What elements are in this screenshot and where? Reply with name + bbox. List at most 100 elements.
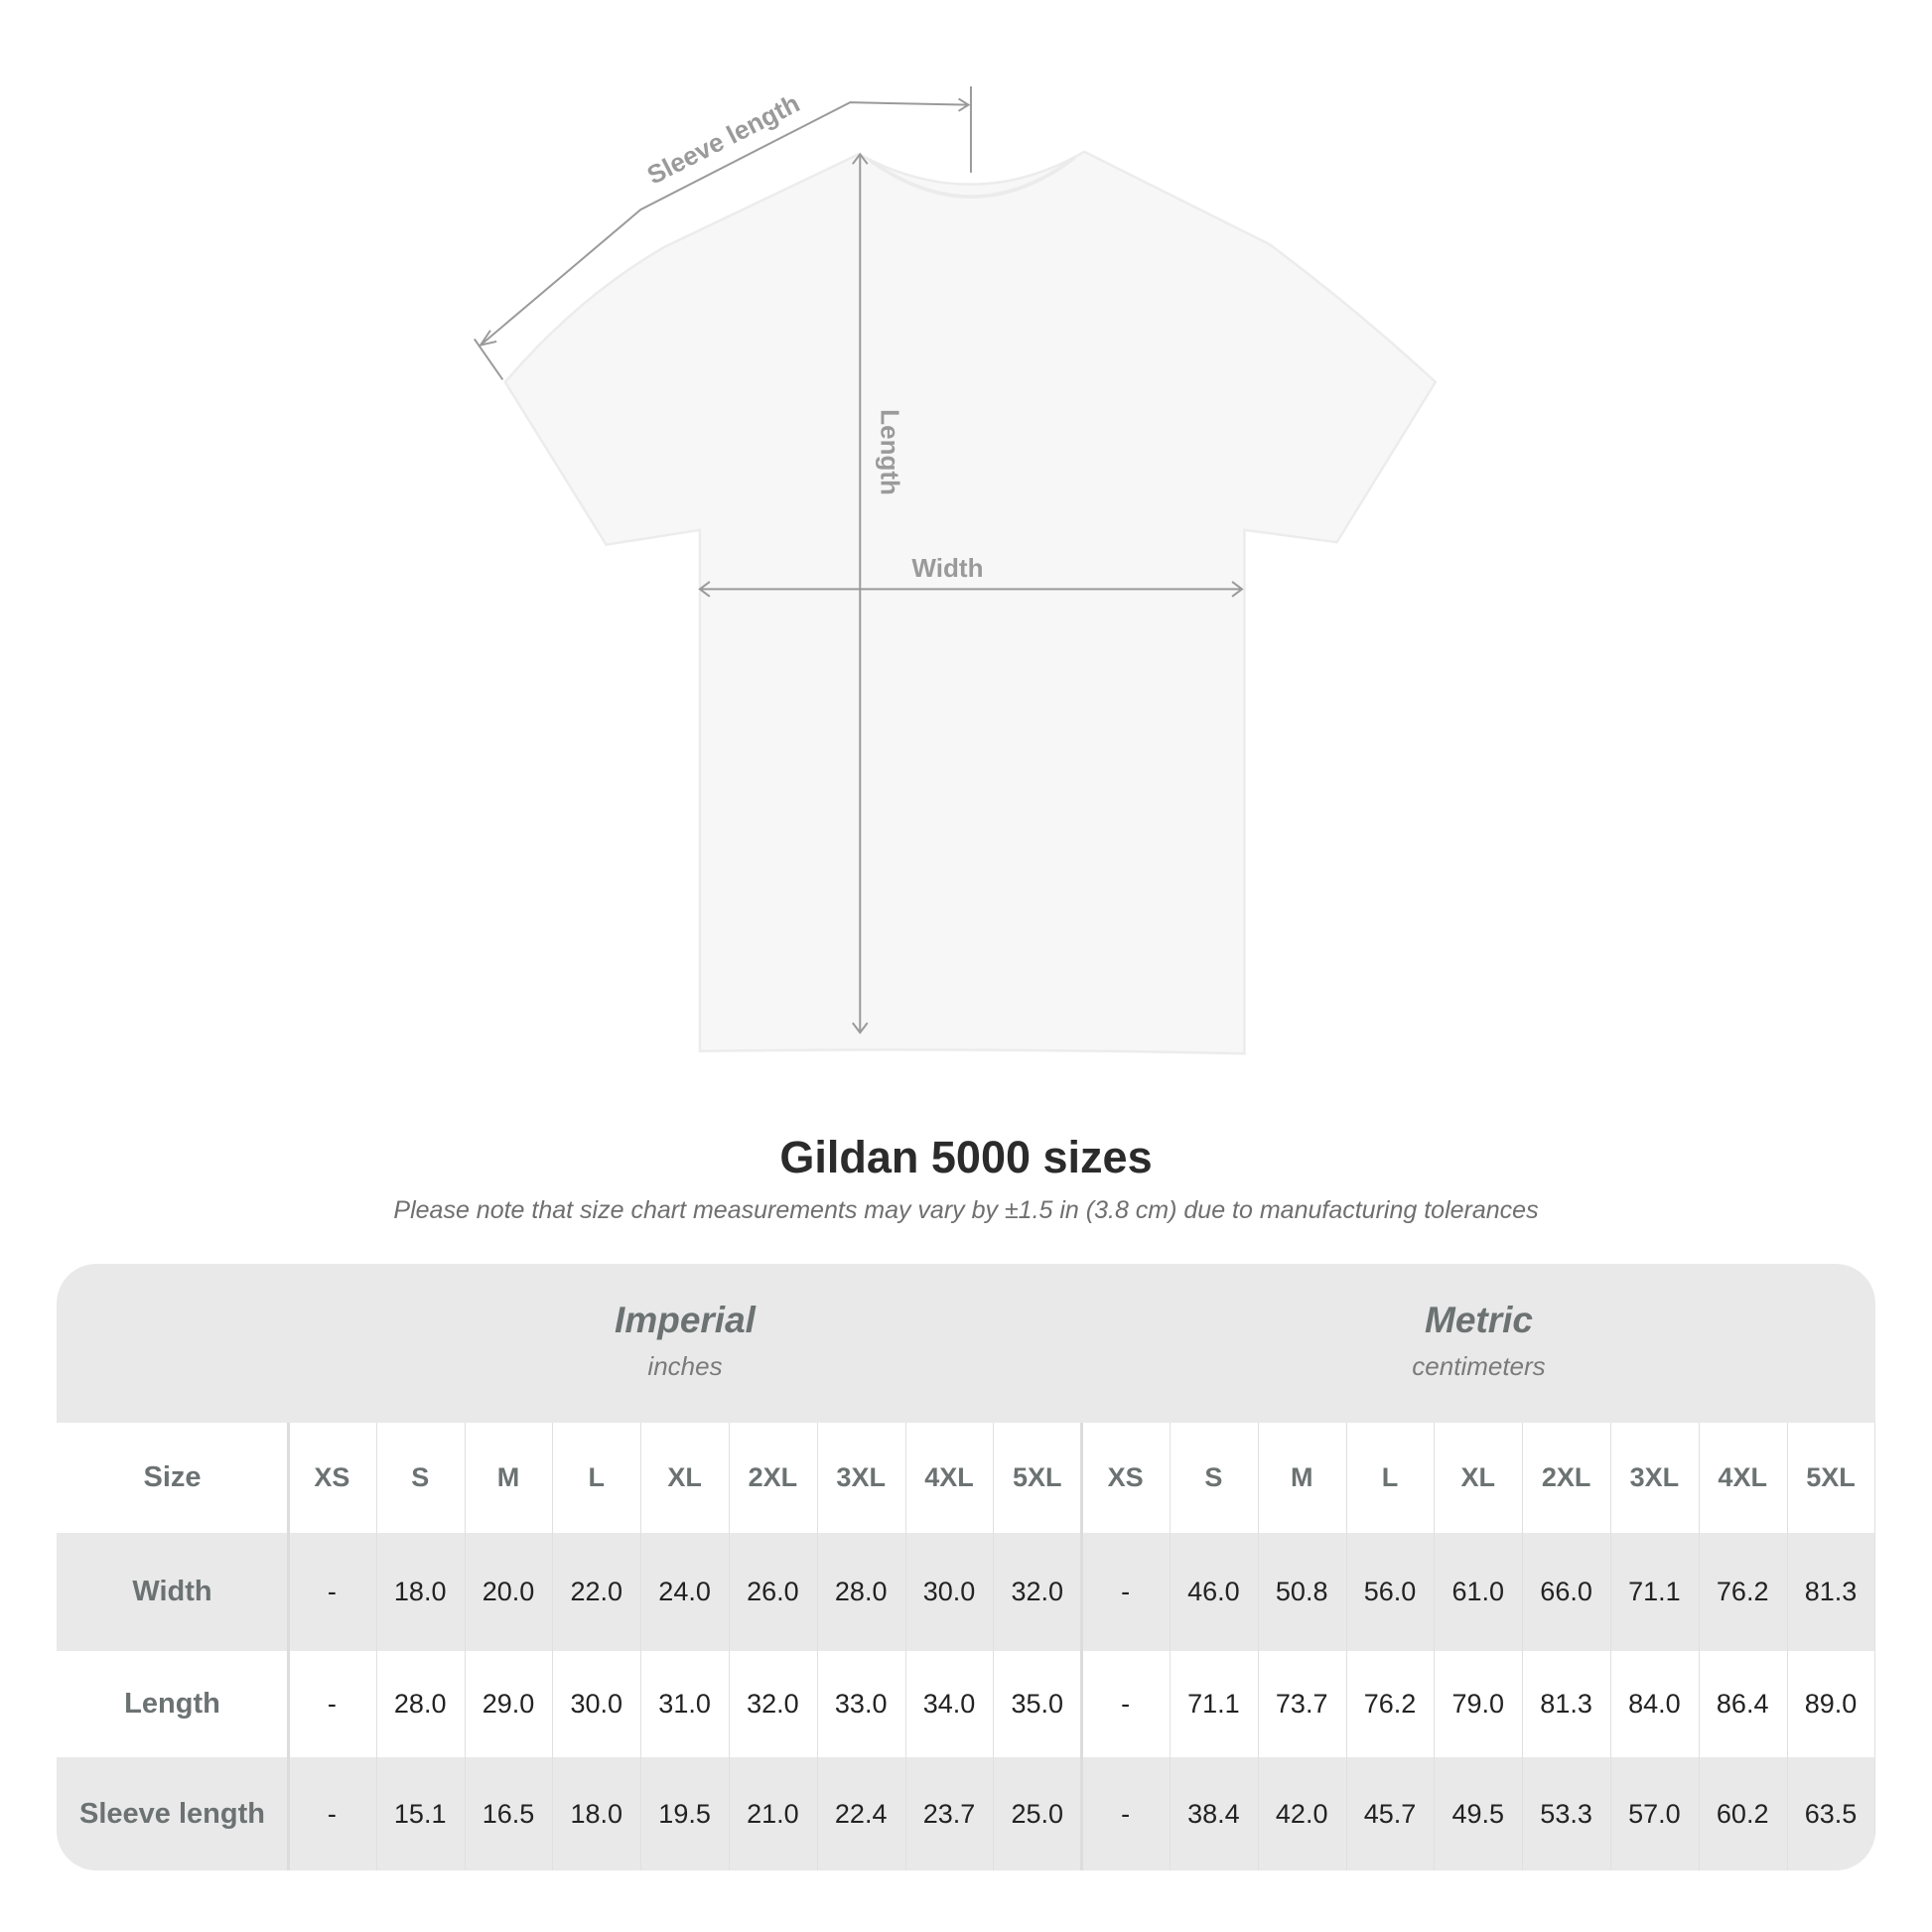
imperial-heading: Imperial inches: [288, 1264, 1082, 1423]
tshirt-shape: [503, 150, 1438, 1055]
column-divider: [287, 1423, 290, 1870]
imperial-value: 24.0: [658, 1577, 711, 1606]
row-label: Width: [132, 1576, 212, 1607]
metric-value: -: [1121, 1577, 1131, 1606]
column-divider: [993, 1423, 995, 1870]
imperial-value: 32.0: [1011, 1577, 1064, 1606]
column-divider: [1170, 1423, 1171, 1870]
column-divider: [1080, 1423, 1084, 1870]
metric-unit: centimeters: [1412, 1351, 1546, 1381]
column-divider: [1786, 1423, 1788, 1870]
tolerance-note: Please note that size chart measurements…: [393, 1196, 1539, 1224]
imperial-value: 15.1: [393, 1798, 447, 1829]
imperial-size-3xl: 3XL: [836, 1462, 886, 1492]
imperial-value: -: [327, 1689, 337, 1719]
metric-value: 84.0: [1628, 1689, 1681, 1719]
imperial-value: -: [327, 1798, 337, 1829]
imperial-value: 30.0: [922, 1577, 976, 1606]
column-divider: [1345, 1423, 1347, 1870]
imperial-size-2xl: 2XL: [748, 1462, 798, 1492]
length-label: Length: [875, 409, 904, 495]
column-divider: [729, 1423, 730, 1870]
imperial-value: 18.0: [570, 1798, 623, 1829]
imperial-value: 16.5: [482, 1798, 535, 1829]
imperial-size-4xl: 4XL: [924, 1462, 974, 1492]
metric-size-3xl: 3XL: [1629, 1462, 1680, 1492]
page-title: Gildan 5000 sizes: [779, 1132, 1153, 1182]
column-divider: [1610, 1423, 1611, 1870]
metric-size-xl: XL: [1460, 1462, 1496, 1492]
tshirt-diagram: Sleeve length Length Width: [473, 86, 1438, 1055]
imperial-value: 29.0: [482, 1689, 535, 1719]
column-divider: [640, 1423, 642, 1870]
metric-value: 61.0: [1451, 1577, 1505, 1606]
column-divider: [1434, 1423, 1436, 1870]
size-chart-table: Imperial inches Metric centimeters Size X…: [57, 1264, 1875, 1870]
imperial-value: 25.0: [1011, 1798, 1064, 1829]
metric-size-2xl: 2XL: [1541, 1462, 1591, 1492]
metric-value: 71.1: [1187, 1689, 1240, 1719]
metric-value: 81.3: [1804, 1577, 1858, 1606]
metric-size-4xl: 4XL: [1718, 1462, 1767, 1492]
imperial-value: 33.0: [834, 1689, 888, 1719]
size-header: Size: [143, 1461, 202, 1493]
sleeve-length-measure: [473, 86, 972, 380]
column-divider: [1257, 1423, 1259, 1870]
imperial-value: 21.0: [747, 1798, 799, 1829]
imperial-value: 26.0: [747, 1577, 799, 1606]
imperial-value: 31.0: [658, 1689, 711, 1719]
metric-value: 38.4: [1187, 1798, 1240, 1829]
imperial-value: 35.0: [1011, 1689, 1064, 1719]
metric-value: 60.2: [1716, 1798, 1769, 1829]
metric-value: 42.0: [1275, 1798, 1328, 1829]
metric-value: 89.0: [1804, 1689, 1858, 1719]
table-header-band: [57, 1264, 1875, 1423]
metric-value: 86.4: [1716, 1689, 1769, 1719]
imperial-size-l: L: [588, 1462, 606, 1492]
metric-size-l: L: [1381, 1462, 1399, 1492]
length-measure: [852, 152, 869, 1035]
tshirt-collar: [869, 156, 1076, 199]
metric-value: 76.2: [1716, 1577, 1769, 1606]
metric-size-xs: XS: [1107, 1462, 1144, 1492]
metric-value: 49.5: [1451, 1798, 1505, 1829]
metric-value: 56.0: [1363, 1577, 1417, 1606]
metric-value: 81.3: [1540, 1689, 1592, 1719]
imperial-size-5xl: 5XL: [1013, 1462, 1062, 1492]
column-divider: [375, 1423, 377, 1870]
metric-title: Metric: [1425, 1300, 1533, 1340]
imperial-value: 28.0: [393, 1689, 447, 1719]
imperial-value: 23.7: [922, 1798, 976, 1829]
metric-value: -: [1121, 1689, 1131, 1719]
imperial-unit: inches: [647, 1351, 723, 1381]
column-divider: [816, 1423, 818, 1870]
metric-value: 45.7: [1363, 1798, 1417, 1829]
column-divider: [552, 1423, 554, 1870]
metric-value: 73.7: [1275, 1689, 1328, 1719]
metric-size-s: S: [1204, 1462, 1223, 1492]
imperial-size-m: M: [496, 1462, 520, 1492]
column-divider: [464, 1423, 466, 1870]
metric-value: 53.3: [1540, 1798, 1592, 1829]
metric-value: 63.5: [1804, 1798, 1858, 1829]
metric-size-m: M: [1290, 1462, 1313, 1492]
row-band-width: [57, 1533, 1875, 1651]
imperial-title: Imperial: [615, 1300, 756, 1340]
row-band-sleeve: [57, 1757, 1875, 1870]
metric-value: 71.1: [1628, 1577, 1681, 1606]
imperial-value: 19.5: [658, 1798, 711, 1829]
metric-value: 76.2: [1363, 1689, 1417, 1719]
imperial-value: 30.0: [570, 1689, 623, 1719]
imperial-value: 18.0: [393, 1577, 447, 1606]
metric-value: 50.8: [1275, 1577, 1328, 1606]
imperial-size-xs: XS: [314, 1462, 350, 1492]
metric-heading: Metric centimeters: [1082, 1264, 1875, 1423]
metric-value: 79.0: [1451, 1689, 1505, 1719]
imperial-value: 28.0: [834, 1577, 888, 1606]
width-label: Width: [911, 553, 983, 583]
width-measure: [698, 581, 1244, 598]
imperial-value: 22.4: [834, 1798, 888, 1829]
row-label: Sleeve length: [79, 1797, 265, 1830]
column-divider: [1698, 1423, 1700, 1870]
imperial-value: 32.0: [747, 1689, 799, 1719]
